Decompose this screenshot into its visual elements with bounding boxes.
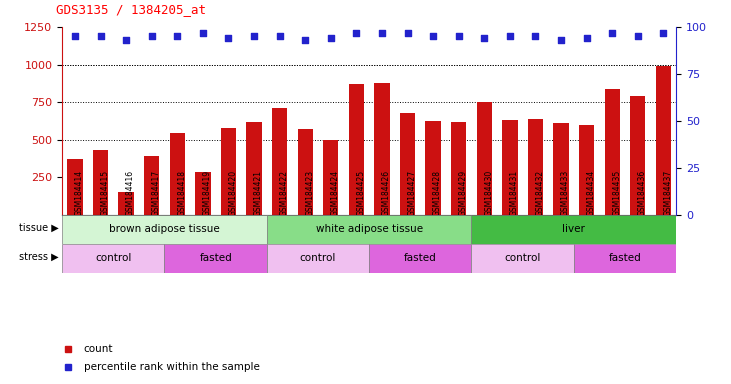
Point bbox=[581, 35, 593, 41]
Text: GSM184433: GSM184433 bbox=[561, 170, 570, 216]
Point bbox=[145, 33, 158, 39]
Text: GSM184418: GSM184418 bbox=[178, 170, 186, 216]
Bar bbox=[267, 244, 369, 273]
Point bbox=[376, 30, 387, 36]
Bar bbox=[349, 84, 364, 215]
Bar bbox=[451, 122, 466, 215]
Bar bbox=[477, 102, 492, 215]
Text: liver: liver bbox=[562, 224, 586, 235]
Text: GSM184435: GSM184435 bbox=[612, 170, 621, 216]
Bar bbox=[246, 122, 262, 215]
Bar bbox=[400, 113, 415, 215]
Point bbox=[658, 30, 670, 36]
Text: GSM184437: GSM184437 bbox=[664, 170, 673, 216]
Point bbox=[222, 35, 234, 41]
Bar bbox=[298, 129, 313, 215]
Text: GSM184431: GSM184431 bbox=[510, 170, 519, 216]
Text: GSM184424: GSM184424 bbox=[330, 170, 340, 216]
Bar bbox=[471, 215, 676, 244]
Text: GSM184434: GSM184434 bbox=[587, 170, 596, 216]
Text: GSM184419: GSM184419 bbox=[203, 170, 212, 216]
Point bbox=[197, 30, 209, 36]
Text: GSM184428: GSM184428 bbox=[433, 170, 442, 216]
Bar bbox=[164, 244, 267, 273]
Text: GSM184415: GSM184415 bbox=[101, 170, 110, 216]
Text: GSM184430: GSM184430 bbox=[484, 170, 493, 216]
Point bbox=[300, 37, 311, 43]
Text: GSM184423: GSM184423 bbox=[306, 170, 314, 216]
Bar bbox=[267, 215, 471, 244]
Bar bbox=[528, 119, 543, 215]
Text: GSM184426: GSM184426 bbox=[382, 170, 391, 216]
Bar bbox=[323, 140, 338, 215]
Point bbox=[171, 33, 183, 39]
Bar bbox=[374, 83, 390, 215]
Text: control: control bbox=[504, 253, 541, 263]
Text: white adipose tissue: white adipose tissue bbox=[316, 224, 423, 235]
Text: control: control bbox=[95, 253, 132, 263]
Point bbox=[120, 37, 132, 43]
Point bbox=[529, 33, 541, 39]
Point bbox=[606, 30, 618, 36]
Point bbox=[427, 33, 439, 39]
Point bbox=[632, 33, 644, 39]
Bar bbox=[272, 108, 287, 215]
Point bbox=[453, 33, 465, 39]
Bar bbox=[471, 244, 574, 273]
Text: stress ▶: stress ▶ bbox=[19, 252, 58, 262]
Bar bbox=[605, 89, 620, 215]
Text: GSM184422: GSM184422 bbox=[279, 170, 289, 216]
Point bbox=[504, 33, 516, 39]
Text: fasted: fasted bbox=[404, 253, 436, 263]
Text: brown adipose tissue: brown adipose tissue bbox=[109, 224, 220, 235]
Bar bbox=[67, 159, 83, 215]
Text: GSM184432: GSM184432 bbox=[535, 170, 545, 216]
Point bbox=[325, 35, 336, 41]
Bar bbox=[170, 133, 185, 215]
Bar bbox=[118, 192, 134, 215]
Point bbox=[69, 33, 81, 39]
Bar bbox=[195, 172, 211, 215]
Text: fasted: fasted bbox=[609, 253, 641, 263]
Bar bbox=[144, 156, 159, 215]
Text: GSM184421: GSM184421 bbox=[254, 170, 263, 216]
Bar bbox=[630, 96, 645, 215]
Point bbox=[273, 33, 285, 39]
Text: control: control bbox=[300, 253, 336, 263]
Bar bbox=[221, 129, 236, 215]
Text: GSM184414: GSM184414 bbox=[75, 170, 84, 216]
Bar bbox=[93, 150, 108, 215]
Bar bbox=[62, 215, 267, 244]
Point bbox=[95, 33, 107, 39]
Point bbox=[478, 35, 490, 41]
Text: fasted: fasted bbox=[200, 253, 232, 263]
Bar bbox=[502, 120, 518, 215]
Text: GSM184427: GSM184427 bbox=[408, 170, 417, 216]
Point bbox=[402, 30, 414, 36]
Bar bbox=[553, 123, 569, 215]
Text: count: count bbox=[83, 344, 113, 354]
Text: percentile rank within the sample: percentile rank within the sample bbox=[83, 362, 260, 372]
Bar bbox=[369, 244, 471, 273]
Bar bbox=[579, 126, 594, 215]
Text: GSM184429: GSM184429 bbox=[459, 170, 468, 216]
Point bbox=[249, 33, 260, 39]
Text: GSM184425: GSM184425 bbox=[357, 170, 366, 216]
Bar bbox=[656, 66, 671, 215]
Text: GSM184420: GSM184420 bbox=[228, 170, 238, 216]
Text: tissue ▶: tissue ▶ bbox=[19, 223, 58, 233]
Bar bbox=[574, 244, 676, 273]
Text: GSM184417: GSM184417 bbox=[152, 170, 161, 216]
Text: GSM184416: GSM184416 bbox=[126, 170, 135, 216]
Text: GDS3135 / 1384205_at: GDS3135 / 1384205_at bbox=[56, 3, 206, 16]
Bar bbox=[425, 121, 441, 215]
Text: GSM184436: GSM184436 bbox=[637, 170, 647, 216]
Bar bbox=[62, 244, 164, 273]
Point bbox=[556, 37, 567, 43]
Point bbox=[351, 30, 363, 36]
